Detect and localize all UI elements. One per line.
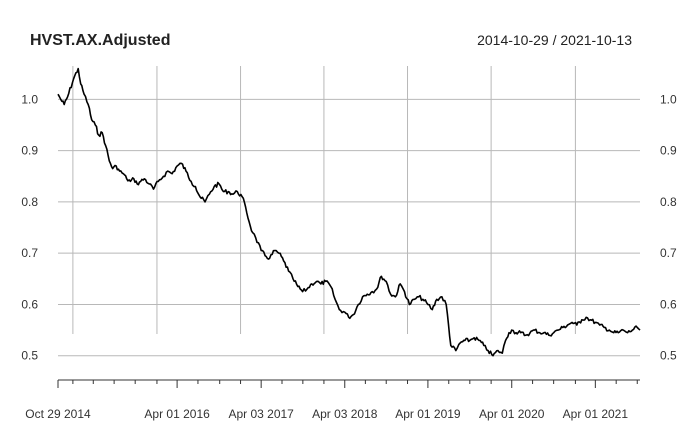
- x-tick-label: Oct 29 2014: [25, 407, 91, 421]
- y-tick-label-right: 0.7: [660, 246, 677, 260]
- x-tick-label: Apr 01 2021: [563, 407, 629, 421]
- y-tick-label-left: 0.7: [21, 246, 38, 260]
- y-tick-label-left: 0.5: [21, 349, 38, 363]
- x-tick-label: Apr 03 2018: [312, 407, 378, 421]
- grid-lines: [58, 66, 640, 357]
- y-tick-label-right: 0.9: [660, 144, 677, 158]
- x-tick-label: Apr 01 2019: [395, 407, 461, 421]
- y-tick-label-right: 0.6: [660, 297, 677, 311]
- price-series-line: [57, 67, 641, 357]
- y-tick-label-left: 0.8: [21, 195, 38, 209]
- x-tick-label: Apr 03 2017: [228, 407, 294, 421]
- y-tick-label-left: 1.0: [21, 92, 38, 106]
- chart-title: HVST.AX.Adjusted: [30, 32, 170, 49]
- axes: 0.5 0.5 0.6 0.6 0.7 0.7 0.8 0.8 0.9 0.9 1.0 1.0 Oct …: [21, 92, 677, 421]
- series-layer: [57, 67, 641, 357]
- y-tick-label-right: 0.8: [660, 195, 677, 209]
- x-tick-label: Apr 01 2020: [479, 407, 545, 421]
- y-tick-label-right: 0.5: [660, 349, 677, 363]
- y-tick-label-left: 0.6: [21, 297, 38, 311]
- x-tick-label: Apr 01 2016: [144, 407, 210, 421]
- y-tick-label-right: 1.0: [660, 92, 677, 106]
- date-range-label: 2014-10-29 / 2021-10-13: [477, 32, 632, 48]
- y-tick-label-left: 0.9: [21, 144, 38, 158]
